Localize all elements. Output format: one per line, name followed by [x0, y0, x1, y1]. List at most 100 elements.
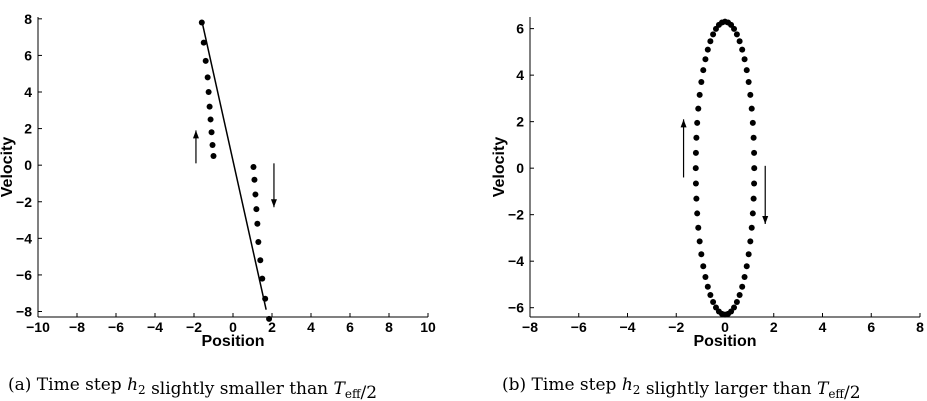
panel-b-chart: −8 −6 −4 −2 0 2 4 6 8 −6 −4 −2 0 2 4 6 Position Velocity [491, 17, 924, 350]
y-tick-label: 4 [24, 84, 32, 100]
data-point [262, 295, 269, 302]
data-point [696, 238, 703, 245]
data-point [695, 105, 702, 112]
data-point [745, 79, 752, 86]
y-tick-label: 2 [516, 114, 524, 130]
x-tick-label: −6 [571, 319, 587, 335]
data-point [694, 210, 701, 217]
data-point [747, 238, 754, 245]
y-tick-label: 0 [516, 160, 524, 176]
x-tick-label: −10 [26, 319, 50, 335]
y-tick-label: −2 [508, 207, 524, 223]
x-tick-label: 0 [721, 319, 729, 335]
x-tick-label: 10 [420, 319, 436, 335]
x-tick-label: −6 [108, 319, 124, 335]
data-point [710, 31, 717, 38]
data-point [749, 210, 756, 217]
x-tick-label: −2 [186, 319, 202, 335]
arrow-up-icon [680, 119, 687, 128]
data-point [741, 56, 748, 63]
data-point [733, 31, 740, 38]
data-point [745, 251, 752, 258]
data-point [749, 119, 756, 126]
data-point [202, 57, 209, 64]
data-point [704, 46, 711, 53]
caption-panel-b: (b) Time step h2 slightly larger than Te… [502, 375, 861, 401]
x-tick-label: −8 [522, 319, 538, 335]
data-point [751, 180, 758, 187]
data-point [696, 91, 703, 98]
x-tick-label: −4 [620, 319, 636, 335]
data-point [736, 292, 743, 299]
y-tick-label: 6 [516, 21, 524, 37]
data-point [750, 195, 757, 202]
data-point [739, 283, 746, 290]
data-point [736, 38, 743, 45]
y-tick-label: 6 [24, 47, 32, 63]
x-tick-label: −4 [147, 319, 163, 335]
data-point [251, 176, 258, 183]
data-point [710, 299, 717, 306]
arrow-up-icon [192, 130, 199, 139]
y-tick-label: −6 [508, 300, 524, 316]
data-point [698, 79, 705, 86]
data-point [712, 304, 719, 311]
y-tick-label: 4 [516, 67, 524, 83]
data-point [692, 165, 699, 172]
data-point [695, 224, 702, 231]
data-point [208, 129, 215, 136]
data-point [741, 274, 748, 281]
y-tick-label: −8 [16, 304, 32, 320]
data-point [207, 116, 214, 123]
x-tick-label: 4 [307, 319, 315, 335]
data-point [200, 39, 207, 46]
data-point [698, 251, 705, 258]
data-point [718, 19, 725, 26]
panel-a-chart: −10 −8 −6 −4 −2 0 2 4 6 8 10−8−6−4−202468PositionV… [0, 11, 436, 350]
data-point [733, 299, 740, 306]
data-point [704, 283, 711, 290]
x-axis-label: Position [201, 333, 264, 350]
y-tick-label: −4 [16, 230, 32, 246]
data-point [702, 274, 709, 281]
y-axis-label: Velocity [0, 137, 16, 198]
data-point [743, 263, 750, 270]
data-point [692, 149, 699, 156]
x-tick-label: 2 [268, 319, 276, 335]
x-tick-label: 8 [916, 319, 924, 335]
data-point [252, 191, 259, 198]
x-tick-label: 6 [867, 319, 875, 335]
data-point [707, 292, 714, 299]
data-point [204, 74, 211, 81]
y-tick-label: 2 [24, 121, 32, 137]
x-tick-label: 4 [819, 319, 827, 335]
data-point [743, 67, 750, 74]
x-tick-label: −8 [69, 319, 85, 335]
x-tick-label: 8 [385, 319, 393, 335]
data-point [707, 38, 714, 45]
x-tick-label: −2 [668, 319, 684, 335]
x-axis-label: Position [693, 333, 756, 350]
data-point [209, 142, 216, 149]
data-point [747, 91, 754, 98]
data-point [205, 89, 212, 95]
reference-line [201, 20, 267, 310]
x-tick-label: 0 [229, 319, 237, 335]
data-point [253, 206, 260, 213]
data-point [748, 224, 755, 231]
data-point [254, 220, 261, 227]
data-point [751, 149, 758, 156]
data-point [693, 195, 700, 202]
data-point [250, 164, 257, 170]
data-point [694, 119, 701, 126]
x-tick-label: 6 [346, 319, 354, 335]
caption-panel-a: (a) Time step h2 slightly smaller than T… [8, 375, 377, 401]
data-point [692, 180, 699, 187]
data-point [198, 19, 205, 26]
data-point [693, 134, 700, 141]
y-axis-label: Velocity [491, 137, 508, 198]
data-point [210, 153, 217, 160]
arrow-down-icon [762, 215, 769, 224]
data-point [750, 134, 757, 141]
